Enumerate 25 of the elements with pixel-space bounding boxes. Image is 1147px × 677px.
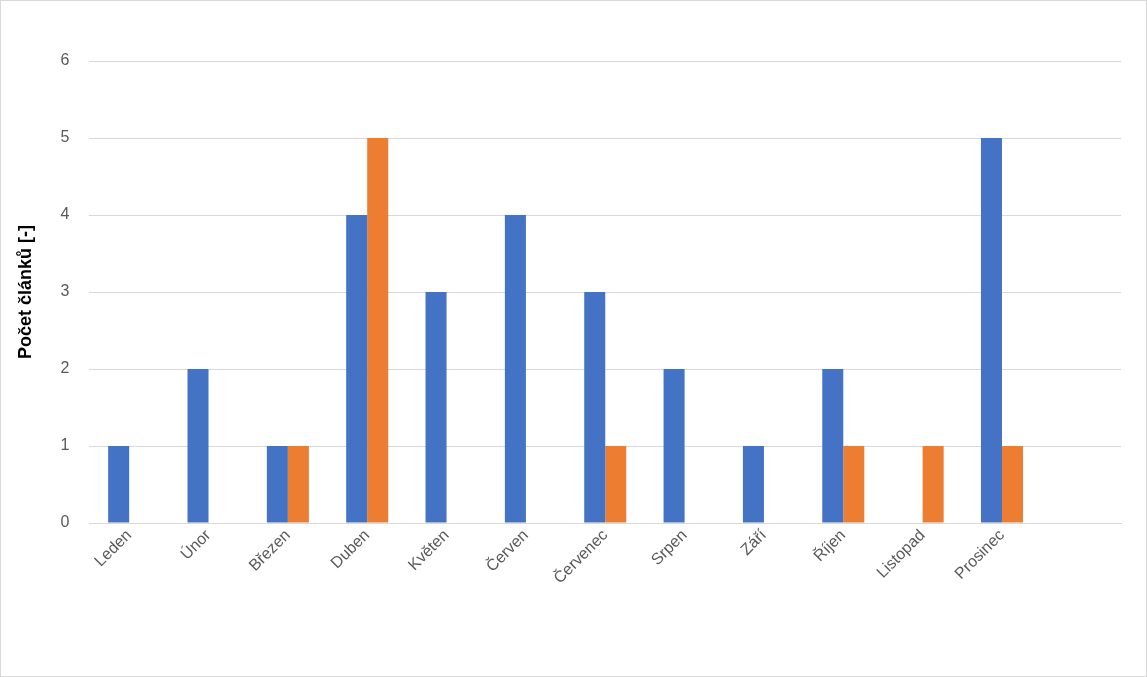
y-tick-label: 6: [60, 51, 70, 69]
bar: [663, 369, 685, 523]
bar: [108, 446, 130, 523]
y-tick-label: 5: [60, 128, 70, 146]
y-tick-label: 3: [60, 282, 70, 300]
y-tick-label: 4: [60, 205, 70, 223]
bar: [980, 138, 1002, 523]
bar: [605, 446, 627, 523]
bar: [367, 138, 389, 523]
bar: [822, 369, 844, 523]
y-axis-title: Počet článků [-]: [14, 224, 35, 360]
bar: [187, 369, 209, 523]
bar: [266, 446, 288, 523]
bar: [1001, 446, 1024, 523]
bar: [742, 446, 764, 523]
bar: [287, 446, 309, 523]
bar: [425, 292, 447, 523]
bar: [346, 215, 368, 523]
bar: [843, 446, 865, 523]
y-tick-label: 0: [60, 513, 70, 531]
y-tick-label: 1: [60, 436, 70, 454]
y-tick-label: 2: [60, 359, 70, 377]
bar: [504, 215, 526, 523]
bar: [584, 292, 606, 523]
bar: [922, 446, 944, 523]
